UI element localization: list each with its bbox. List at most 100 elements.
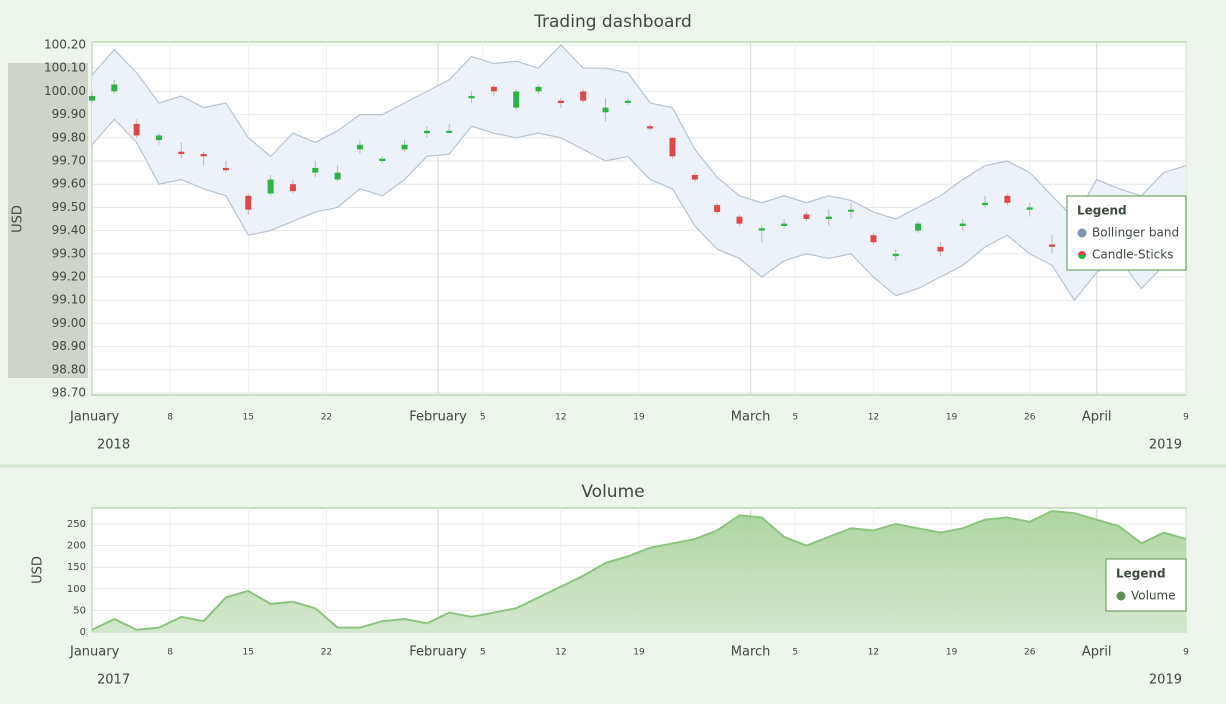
x-tick-label: 9 (1183, 413, 1189, 423)
y-tick-label: 99.80 (52, 130, 86, 144)
candle-body (758, 228, 765, 231)
candle-body (446, 130, 453, 133)
candle-body (401, 144, 408, 150)
candle-body (468, 96, 475, 99)
candle-body (848, 209, 855, 212)
candle-body (222, 167, 229, 171)
candle-body (915, 223, 922, 231)
year-label: 2017 (97, 673, 130, 688)
candle-body (937, 246, 944, 252)
legend-title: Legend (1077, 204, 1127, 218)
candle-body (557, 100, 564, 103)
year-label: 2019 (1149, 673, 1182, 688)
legend-title: Legend (1116, 567, 1166, 581)
candle-body (513, 91, 520, 108)
x-tick-label: March (731, 410, 771, 425)
candle-body (490, 86, 497, 92)
candle-body (781, 223, 788, 226)
band-upper (91, 44, 1187, 220)
chart-title: Volume (581, 482, 644, 502)
x-tick-label: 19 (633, 648, 645, 658)
legend-box (1066, 195, 1187, 271)
candle-body (178, 151, 185, 155)
x-tick-label: 12 (555, 648, 566, 658)
y-tick-label: 99.10 (52, 293, 86, 307)
x-tick-label: 15 (243, 648, 254, 658)
x-tick-label: April (1082, 645, 1112, 660)
x-tick-label: 22 (321, 413, 332, 423)
y-tick-label: 100.00 (44, 84, 86, 98)
year-label: 2019 (1149, 438, 1182, 453)
x-tick-label: April (1082, 410, 1112, 425)
candle-body (155, 135, 162, 141)
y-tick-label: 150 (67, 562, 86, 573)
candle-body (1004, 195, 1011, 203)
band-lower (91, 118, 1187, 302)
candle-body (982, 202, 989, 206)
area-fill (92, 511, 1186, 632)
candle-body (580, 91, 587, 101)
legend-label: Bollinger band (1092, 226, 1179, 240)
x-tick-label: 22 (321, 648, 332, 658)
x-tick-label: March (731, 645, 771, 660)
candle-body (892, 253, 899, 257)
y-tick-label: 98.80 (52, 362, 86, 376)
y-tick-label: 0 (80, 627, 86, 638)
y-axis-label: USD (11, 205, 26, 233)
candle-body (714, 205, 721, 213)
candle-body (334, 172, 341, 180)
candle-body (691, 174, 698, 180)
candle-body (647, 126, 654, 129)
y-tick-label: 200 (67, 541, 86, 552)
legend-label: Candle-Sticks (1092, 248, 1173, 262)
candle-body (669, 137, 676, 157)
y-tick-label: 99.70 (52, 154, 86, 168)
y-tick-label: 98.70 (52, 386, 86, 400)
candle-body (535, 86, 542, 92)
year-label: 2018 (97, 438, 130, 453)
y-tick-label: 100.20 (44, 38, 86, 52)
y-tick-label: 99.30 (52, 246, 86, 260)
candle-body (736, 216, 743, 224)
x-tick-label: 8 (167, 413, 173, 423)
y-tick-label: 100 (67, 584, 86, 595)
candle-body (602, 107, 609, 113)
chart-title: Trading dashboard (533, 12, 692, 32)
x-tick-label: February (409, 410, 467, 425)
candle-body (267, 179, 274, 194)
candle-body (89, 96, 95, 101)
legend-box (1105, 558, 1187, 612)
candle-body (959, 223, 966, 226)
legend-marker (1116, 591, 1126, 601)
navigator-shade (8, 63, 88, 378)
area-line (91, 510, 1187, 631)
x-tick-label: 5 (792, 413, 798, 423)
x-tick-label: 15 (243, 413, 254, 423)
candle-body (133, 123, 140, 136)
x-tick-label: 19 (633, 413, 645, 423)
y-tick-label: 250 (67, 519, 86, 530)
x-tick-label: 8 (167, 648, 173, 658)
band-fill (92, 45, 1186, 301)
y-tick-label: 99.90 (52, 107, 86, 121)
legend-marker (1078, 255, 1086, 259)
x-tick-label: 5 (480, 648, 486, 658)
candle-body (111, 84, 118, 92)
x-tick-label: 12 (555, 413, 566, 423)
legend-label: Volume (1131, 589, 1176, 603)
candle-body (624, 100, 631, 103)
x-tick-label: January (69, 410, 120, 425)
candle-body (1026, 207, 1033, 210)
x-tick-label: 12 (868, 413, 879, 423)
y-tick-label: 99.00 (52, 316, 86, 330)
x-tick-label: 26 (1024, 648, 1036, 658)
candle-body (200, 154, 207, 157)
candle-body (312, 167, 319, 173)
candle-body (356, 144, 363, 150)
y-tick-label: 99.20 (52, 270, 86, 284)
y-tick-label: 50 (73, 605, 86, 616)
x-tick-label: 5 (792, 648, 798, 658)
y-tick-label: 99.40 (52, 223, 86, 237)
x-tick-label: 5 (480, 413, 486, 423)
